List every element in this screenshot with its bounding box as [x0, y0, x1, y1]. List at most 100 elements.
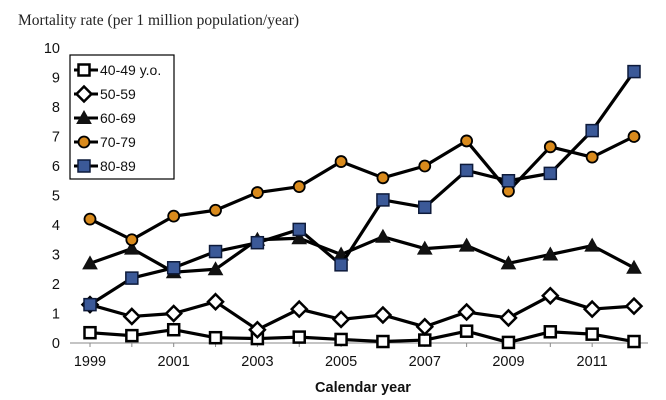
series-4	[83, 130, 641, 247]
data-point	[500, 255, 517, 270]
data-point	[331, 310, 351, 329]
data-point	[334, 155, 348, 168]
data-point	[82, 255, 98, 270]
data-point	[418, 159, 432, 173]
data-point	[626, 259, 642, 274]
data-point	[166, 261, 181, 275]
data-point	[291, 230, 308, 245]
data-point	[292, 330, 306, 344]
data-point	[334, 332, 348, 347]
data-point	[373, 305, 393, 325]
data-point	[418, 333, 432, 347]
data-point	[209, 203, 222, 217]
data-point	[543, 166, 558, 181]
data-point	[207, 261, 224, 276]
data-point	[499, 308, 518, 328]
legend-marker	[77, 159, 91, 173]
y-tick-label: 5	[52, 189, 60, 205]
data-point	[334, 258, 348, 272]
legend-marker	[77, 135, 91, 149]
series-line	[89, 70, 636, 307]
data-point	[376, 193, 390, 207]
x-tick-label: 1999	[74, 354, 106, 370]
data-point	[585, 150, 599, 164]
data-point	[624, 296, 644, 316]
data-point	[627, 64, 641, 79]
y-tick-label: 6	[52, 159, 60, 175]
data-point	[459, 324, 474, 338]
y-tick-label: 10	[44, 41, 60, 57]
data-point	[376, 334, 390, 349]
y-tick-label: 3	[52, 248, 60, 264]
data-point	[457, 302, 476, 322]
data-point	[248, 320, 267, 339]
y-tick-label: 4	[52, 218, 60, 234]
legend-item: 70-79	[74, 134, 136, 150]
y-tick-label: 2	[52, 277, 60, 293]
data-point	[208, 330, 223, 345]
x-tick-label: 2001	[158, 354, 190, 370]
legend-label: 80-89	[100, 158, 136, 174]
data-point	[627, 334, 641, 349]
legend: 40-49 y.o. 50-59 60-69 70-79 80-89	[69, 54, 175, 180]
y-tick-label: 1	[52, 307, 60, 323]
series-group	[80, 64, 644, 350]
data-point	[543, 140, 557, 154]
legend-label: 40-49 y.o.	[100, 62, 161, 78]
data-point	[206, 292, 225, 311]
data-point	[83, 325, 97, 340]
data-point	[585, 327, 599, 341]
data-point	[582, 299, 602, 319]
data-point	[542, 246, 559, 261]
data-point	[289, 299, 309, 319]
data-point	[415, 317, 435, 337]
series-line	[89, 328, 635, 345]
x-tick-label: 2007	[409, 354, 441, 370]
x-tick-label: 2003	[241, 354, 273, 370]
data-point	[458, 237, 475, 252]
data-point	[416, 240, 433, 255]
series-line	[89, 135, 635, 242]
data-point	[459, 163, 474, 178]
data-point	[125, 271, 139, 285]
y-tick-label: 0	[52, 336, 60, 352]
data-point	[418, 200, 432, 215]
y-tick-label: 8	[52, 100, 60, 116]
y-axis-title: Mortality rate (per 1 million population…	[18, 12, 299, 29]
legend-marker	[74, 84, 94, 104]
data-point	[541, 286, 560, 306]
x-tick-label: 2009	[492, 354, 524, 370]
x-tick-marks	[89, 343, 635, 347]
legend-label: 50-59	[100, 86, 136, 102]
data-point	[375, 228, 391, 243]
data-point	[292, 222, 306, 237]
legend-marker	[76, 109, 92, 124]
legend-label: 70-79	[100, 134, 136, 150]
data-point	[460, 134, 474, 148]
legend-label: 60-69	[100, 110, 136, 126]
data-point	[250, 186, 264, 199]
data-point	[584, 237, 601, 252]
legend-item: 40-49 y.o.	[74, 62, 161, 78]
legend-item: 80-89	[74, 158, 136, 174]
data-point	[501, 174, 516, 188]
legend-item: 60-69	[74, 109, 136, 126]
series-1	[83, 322, 641, 350]
data-point	[585, 123, 599, 138]
x-tick-label: 2005	[325, 354, 357, 370]
series-line	[89, 235, 635, 274]
data-point	[123, 240, 140, 255]
legend-item: 50-59	[74, 84, 136, 104]
data-point	[164, 304, 183, 323]
data-point	[125, 233, 139, 247]
x-tick-label: 2011	[577, 354, 608, 370]
legend-marker	[77, 63, 91, 77]
data-point	[122, 307, 142, 326]
data-point	[292, 180, 306, 194]
data-point	[125, 328, 139, 343]
data-point	[250, 235, 265, 250]
data-point	[83, 212, 97, 226]
data-point	[166, 322, 181, 337]
data-point	[376, 171, 390, 185]
